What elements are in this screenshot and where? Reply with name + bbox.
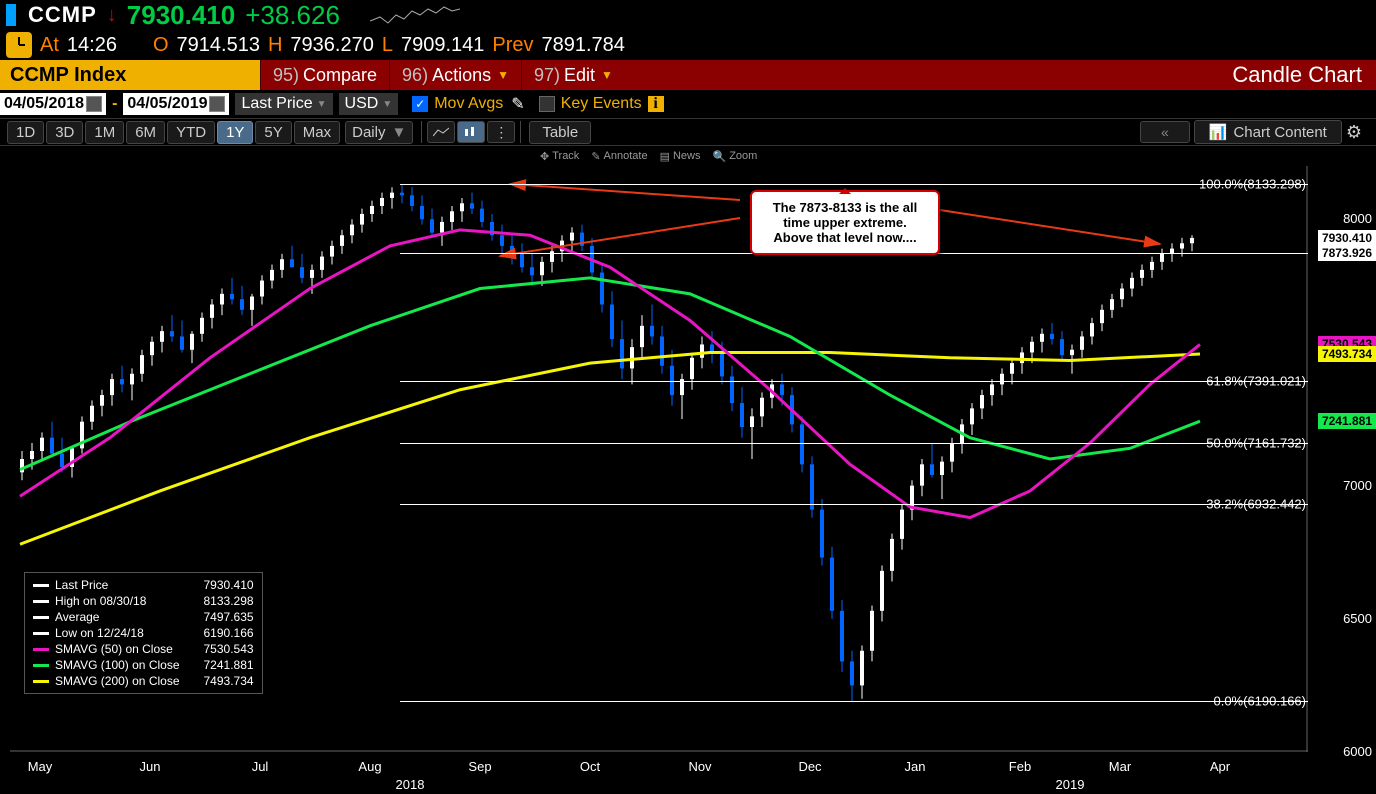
date-range-dash: - [108, 95, 121, 113]
range-1d[interactable]: 1D [7, 121, 44, 144]
low-value: 7909.141 [401, 34, 484, 57]
last-price: 7930.410 [127, 0, 235, 31]
low-label: L [382, 34, 393, 57]
line-chart-icon[interactable] [427, 121, 455, 143]
fib-label: 61.8%(7391.021) [1206, 374, 1306, 389]
clock-icon [6, 32, 32, 58]
legend-row: SMAVG (50) on Close7530.543 [33, 641, 254, 657]
time-label: At [40, 34, 59, 57]
price-flag: 7873.926 [1318, 245, 1376, 261]
range-6m[interactable]: 6M [126, 121, 165, 144]
annotate-tool[interactable]: ✎Annotate [591, 150, 647, 163]
ticker-marker [6, 4, 16, 26]
legend-row: Average7497.635 [33, 609, 254, 625]
mov-avgs-label: Mov Avgs [434, 95, 503, 113]
pencil-icon[interactable]: ✎ [511, 94, 524, 114]
news-tool[interactable]: ▤News [660, 150, 701, 163]
menu-edit[interactable]: 97) Edit ▼ [521, 60, 625, 90]
price-field-select[interactable]: Last Price▼ [235, 93, 332, 115]
index-name[interactable]: CCMP Index [0, 60, 260, 90]
fib-line [400, 381, 1308, 382]
chart-sub-toolbar: ✥Track ✎Annotate ▤News 🔍Zoom [0, 146, 1376, 166]
price-flag: 7493.734 [1318, 346, 1376, 362]
y-axis: 600065007000750080007930.4107873.9267530… [1308, 166, 1376, 752]
chart-type-label: Candle Chart [1218, 62, 1376, 88]
open-label: O [153, 34, 169, 57]
range-5y[interactable]: 5Y [255, 121, 291, 144]
open-value: 7914.513 [177, 34, 260, 57]
time-value: 14:26 [67, 34, 117, 57]
chart-content-button[interactable]: 📊Chart Content [1194, 120, 1342, 144]
prev-label: Prev [492, 34, 533, 57]
price-flag: 7930.410 [1318, 230, 1376, 246]
fib-label: 38.2%(6932.442) [1206, 496, 1306, 511]
price-flag: 7241.881 [1318, 413, 1376, 429]
prev-value: 7891.784 [542, 34, 625, 57]
info-icon[interactable]: i [648, 96, 664, 112]
sparkline [370, 3, 460, 27]
chevron-down-icon: ▼ [601, 68, 613, 82]
menu-actions[interactable]: 96) Actions ▼ [389, 60, 521, 90]
range-ytd[interactable]: YTD [167, 121, 215, 144]
date-to-input[interactable]: 04/05/2019 [123, 93, 229, 115]
fib-label: 0.0%(6190.166) [1213, 694, 1306, 709]
header-row-2: At 14:26 O 7914.513 H 7936.270 L 7909.14… [0, 30, 1376, 60]
fib-line [400, 184, 1308, 185]
fib-label: 100.0%(8133.298) [1199, 176, 1306, 191]
table-button[interactable]: Table [529, 121, 591, 144]
price-change: +38.626 [245, 0, 340, 31]
high-value: 7936.270 [290, 34, 373, 57]
key-events-label: Key Events [561, 95, 642, 113]
calendar-icon [86, 96, 102, 112]
menu-bar: CCMP Index 95) Compare 96) Actions ▼ 97)… [0, 60, 1376, 90]
zoom-tool[interactable]: 🔍Zoom [713, 150, 758, 163]
date-from-input[interactable]: 04/05/2018 [0, 93, 106, 115]
mov-avgs-checkbox[interactable]: ✓ [412, 96, 428, 112]
chart-area: 100.0%(8133.298) 61.8%(7391.021) 50.0%(716… [0, 166, 1376, 794]
frequency-select[interactable]: Daily▼ [345, 121, 413, 144]
range-toolbar: 1D3D1M6MYTD1Y5YMax Daily▼ ⋮ Table « 📊Cha… [0, 118, 1376, 146]
x-axis: MayJunJulAugSepOctNovDecJanFebMarApr2018… [10, 752, 1308, 794]
legend-row: High on 08/30/188133.298 [33, 593, 254, 609]
ticker-symbol: CCMP [28, 2, 97, 28]
fib-line [400, 701, 1308, 702]
range-1m[interactable]: 1M [85, 121, 124, 144]
arrow-down-icon: ↓ [107, 4, 117, 27]
currency-select[interactable]: USD▼ [339, 93, 399, 115]
chart-legend[interactable]: Last Price7930.410High on 08/30/188133.2… [24, 572, 263, 694]
options-bar: 04/05/2018 - 04/05/2019 Last Price▼ USD▼… [0, 90, 1376, 118]
legend-row: SMAVG (200) on Close7493.734 [33, 673, 254, 689]
chevron-down-icon: ▼ [497, 68, 509, 82]
candle-chart-icon[interactable] [457, 121, 485, 143]
chart-plot[interactable]: 100.0%(8133.298) 61.8%(7391.021) 50.0%(716… [10, 166, 1308, 752]
fib-label: 50.0%(7161.732) [1206, 435, 1306, 450]
legend-row: SMAVG (100) on Close7241.881 [33, 657, 254, 673]
gear-icon[interactable]: ⚙ [1346, 122, 1362, 143]
track-tool[interactable]: ✥Track [540, 150, 579, 163]
calendar-icon [209, 96, 225, 112]
range-max[interactable]: Max [294, 121, 340, 144]
chart-style-icon[interactable]: ⋮ [487, 121, 515, 143]
legend-row: Last Price7930.410 [33, 577, 254, 593]
key-events-checkbox[interactable] [539, 96, 555, 112]
range-1y[interactable]: 1Y [217, 121, 253, 144]
annotation-callout[interactable]: The 7873-8133 is the all time upper extr… [750, 190, 940, 255]
fib-line [400, 443, 1308, 444]
range-3d[interactable]: 3D [46, 121, 83, 144]
legend-row: Low on 12/24/186190.166 [33, 625, 254, 641]
menu-compare[interactable]: 95) Compare [260, 60, 389, 90]
fib-line [400, 504, 1308, 505]
collapse-button[interactable]: « [1140, 121, 1190, 143]
high-label: H [268, 34, 282, 57]
header-row-1: CCMP ↓ 7930.410 +38.626 [0, 0, 1376, 30]
